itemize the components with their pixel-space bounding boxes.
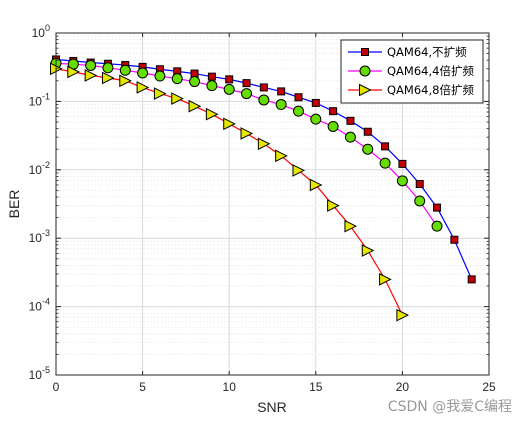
- x-tick-label: 5: [139, 380, 146, 394]
- y-tick-label: 10-4: [29, 297, 50, 314]
- legend: QAM64,不扩频 QAM64,4倍扩频 QAM64,8倍扩频: [340, 39, 484, 104]
- legend-item: QAM64,8倍扩频: [348, 83, 474, 97]
- data-point: [292, 105, 304, 117]
- legend-marker: [359, 65, 371, 77]
- series-3: [50, 62, 410, 322]
- x-tick-label: 25: [482, 380, 496, 394]
- legend-item: QAM64,4倍扩频: [348, 64, 474, 78]
- data-point: [450, 235, 459, 244]
- data-point: [84, 69, 98, 82]
- y-tick-label: 100: [32, 23, 50, 40]
- data-point: [190, 69, 199, 78]
- data-point: [259, 83, 268, 92]
- data-point: [294, 93, 303, 102]
- data-point: [188, 99, 202, 113]
- x-tick-label: 0: [53, 380, 60, 394]
- data-point: [241, 88, 253, 100]
- x-tick-label: 10: [223, 380, 237, 394]
- watermark-text: CSDN @我爱C编程: [388, 399, 512, 415]
- data-point: [467, 275, 476, 284]
- data-point: [311, 98, 320, 107]
- data-point: [242, 79, 251, 88]
- data-point: [85, 59, 97, 71]
- data-point: [119, 64, 131, 76]
- x-tick-label: 20: [396, 380, 410, 394]
- data-point: [154, 70, 166, 82]
- data-point: [433, 203, 442, 212]
- data-point: [361, 244, 375, 257]
- data-point: [189, 76, 201, 88]
- legend-label: QAM64,不扩频: [387, 45, 467, 59]
- data-point: [171, 73, 183, 85]
- x-tick-label: 15: [309, 380, 323, 394]
- data-point: [431, 220, 443, 232]
- y-axis-label: BER: [6, 190, 22, 219]
- data-point: [171, 92, 184, 105]
- data-point: [101, 71, 115, 85]
- data-point: [396, 308, 410, 322]
- plot-frame: [55, 32, 490, 376]
- data-point: [362, 143, 374, 155]
- data-point: [240, 127, 254, 140]
- data-point: [379, 157, 391, 169]
- legend-label: QAM64,8倍扩频: [387, 83, 474, 97]
- legend-marker: [359, 83, 372, 97]
- data-point: [309, 178, 323, 192]
- data-point: [381, 142, 390, 151]
- data-point: [223, 117, 236, 131]
- data-point: [398, 159, 407, 168]
- data-point: [225, 75, 234, 84]
- data-point: [119, 74, 132, 88]
- data-point: [346, 116, 355, 125]
- data-point: [102, 62, 114, 74]
- data-point: [67, 65, 80, 79]
- legend-item: QAM64,不扩频: [348, 45, 467, 59]
- y-tick-label: 10-2: [29, 160, 50, 177]
- data-point: [257, 137, 271, 151]
- data-point: [275, 99, 287, 111]
- data-point: [207, 72, 216, 81]
- x-axis-label: SNR: [257, 399, 287, 415]
- data-point: [223, 83, 235, 95]
- data-point: [258, 94, 270, 106]
- data-point: [206, 80, 218, 92]
- data-point: [292, 164, 306, 177]
- data-point: [396, 175, 408, 187]
- data-point: [379, 273, 392, 286]
- data-point: [327, 120, 339, 132]
- data-point: [136, 81, 150, 94]
- data-point: [363, 127, 372, 136]
- data-point: [277, 87, 286, 96]
- series-2: [50, 57, 443, 232]
- data-point: [415, 180, 424, 189]
- data-point: [329, 107, 338, 116]
- y-tick-label: 10-1: [29, 91, 50, 108]
- y-tick-label: 10-5: [29, 365, 50, 382]
- data-point: [344, 219, 358, 233]
- y-tick-label: 10-3: [29, 228, 50, 245]
- data-point: [275, 149, 288, 163]
- legend-marker: [361, 48, 369, 56]
- data-point: [414, 195, 426, 207]
- legend-label: QAM64,4倍扩频: [387, 64, 474, 78]
- ticks: 0 5 10 15 20 25 100 10-1 10-2 10-3 10-4 10-5: [29, 23, 496, 394]
- data-point: [310, 113, 322, 125]
- data-point: [153, 87, 167, 100]
- data-point: [344, 131, 356, 143]
- data-point: [205, 107, 219, 121]
- data-point: [137, 67, 149, 79]
- series-layer: [50, 55, 476, 322]
- data-point: [327, 199, 340, 212]
